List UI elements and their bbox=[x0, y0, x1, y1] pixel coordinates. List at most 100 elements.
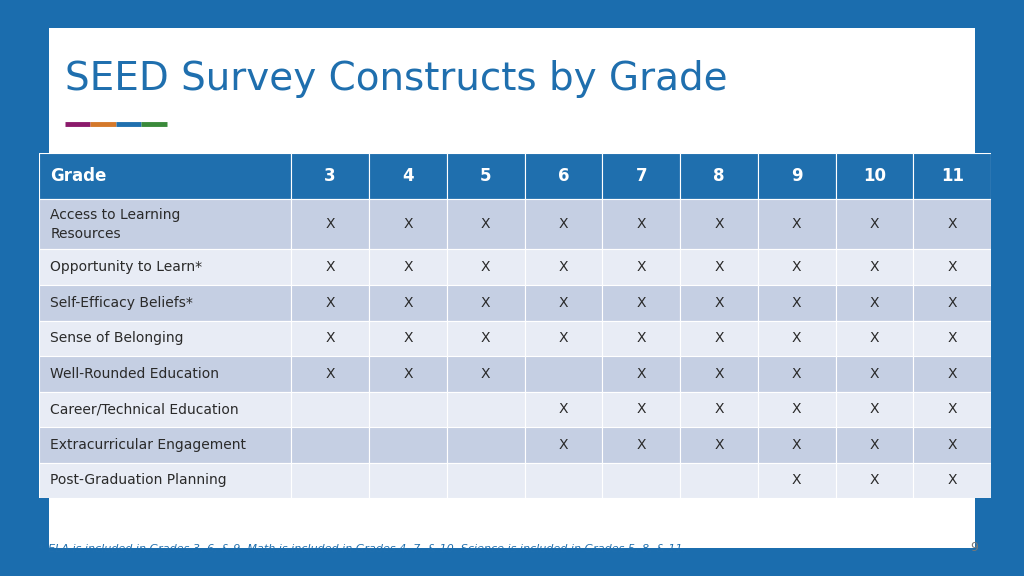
Bar bbox=[524, 392, 602, 427]
Bar bbox=[602, 463, 680, 498]
Text: X: X bbox=[326, 295, 335, 310]
Bar bbox=[369, 285, 446, 320]
Text: X: X bbox=[326, 367, 335, 381]
Text: X: X bbox=[559, 260, 568, 274]
Bar bbox=[602, 427, 680, 463]
Bar bbox=[369, 320, 446, 356]
Bar bbox=[836, 427, 913, 463]
Text: X: X bbox=[715, 403, 724, 416]
Bar bbox=[291, 249, 369, 285]
Bar bbox=[758, 427, 836, 463]
Text: 6: 6 bbox=[558, 167, 569, 185]
Bar bbox=[680, 199, 758, 249]
Text: 5: 5 bbox=[480, 167, 492, 185]
Bar bbox=[680, 392, 758, 427]
Bar bbox=[680, 320, 758, 356]
Text: Grade: Grade bbox=[50, 167, 106, 185]
Text: 10: 10 bbox=[863, 167, 886, 185]
Bar bbox=[602, 356, 680, 392]
Bar bbox=[524, 356, 602, 392]
Bar bbox=[758, 249, 836, 285]
Text: 11: 11 bbox=[941, 167, 964, 185]
Bar bbox=[524, 427, 602, 463]
Text: X: X bbox=[403, 295, 413, 310]
Bar bbox=[446, 427, 524, 463]
Text: X: X bbox=[715, 295, 724, 310]
Bar bbox=[913, 249, 991, 285]
Text: X: X bbox=[869, 473, 880, 487]
Bar bbox=[680, 153, 758, 199]
Bar bbox=[446, 392, 524, 427]
Bar bbox=[913, 285, 991, 320]
Bar bbox=[524, 320, 602, 356]
Text: Well-Rounded Education: Well-Rounded Education bbox=[50, 367, 219, 381]
Text: X: X bbox=[792, 260, 802, 274]
Text: X: X bbox=[403, 367, 413, 381]
Text: X: X bbox=[869, 438, 880, 452]
Bar bbox=[913, 392, 991, 427]
Text: 4: 4 bbox=[402, 167, 414, 185]
Text: Extracurricular Engagement: Extracurricular Engagement bbox=[50, 438, 247, 452]
Text: X: X bbox=[792, 473, 802, 487]
Bar bbox=[758, 285, 836, 320]
Bar bbox=[524, 285, 602, 320]
Bar bbox=[602, 199, 680, 249]
Bar bbox=[524, 249, 602, 285]
Text: X: X bbox=[326, 331, 335, 345]
Text: X: X bbox=[637, 438, 646, 452]
Bar bbox=[836, 285, 913, 320]
Bar bbox=[913, 153, 991, 199]
Bar bbox=[291, 199, 369, 249]
Bar bbox=[913, 427, 991, 463]
Bar bbox=[680, 356, 758, 392]
Text: X: X bbox=[481, 217, 490, 232]
Text: X: X bbox=[947, 438, 957, 452]
Bar bbox=[602, 320, 680, 356]
Bar bbox=[39, 392, 291, 427]
Bar bbox=[39, 356, 291, 392]
Text: X: X bbox=[869, 295, 880, 310]
Bar bbox=[39, 249, 291, 285]
Bar bbox=[680, 249, 758, 285]
Bar bbox=[680, 463, 758, 498]
Text: X: X bbox=[715, 217, 724, 232]
Text: X: X bbox=[481, 331, 490, 345]
Bar bbox=[446, 199, 524, 249]
Text: Access to Learning
Resources: Access to Learning Resources bbox=[50, 208, 180, 241]
Bar bbox=[39, 320, 291, 356]
Bar bbox=[680, 285, 758, 320]
Bar bbox=[39, 427, 291, 463]
Text: X: X bbox=[792, 403, 802, 416]
Bar bbox=[369, 356, 446, 392]
Bar bbox=[758, 320, 836, 356]
Bar bbox=[39, 153, 291, 199]
Text: X: X bbox=[715, 367, 724, 381]
Bar bbox=[836, 463, 913, 498]
Bar bbox=[836, 356, 913, 392]
Bar bbox=[913, 463, 991, 498]
Bar bbox=[758, 153, 836, 199]
Text: X: X bbox=[637, 260, 646, 274]
Bar bbox=[836, 153, 913, 199]
Text: X: X bbox=[792, 438, 802, 452]
Bar bbox=[291, 285, 369, 320]
Bar bbox=[446, 356, 524, 392]
Bar bbox=[369, 463, 446, 498]
Bar bbox=[369, 392, 446, 427]
Bar bbox=[446, 153, 524, 199]
Text: X: X bbox=[869, 260, 880, 274]
Text: X: X bbox=[559, 331, 568, 345]
Text: 9: 9 bbox=[970, 541, 978, 554]
Bar bbox=[369, 427, 446, 463]
Bar bbox=[369, 199, 446, 249]
Text: X: X bbox=[403, 217, 413, 232]
Text: Post-Graduation Planning: Post-Graduation Planning bbox=[50, 473, 227, 487]
Text: Opportunity to Learn*: Opportunity to Learn* bbox=[50, 260, 203, 274]
Text: X: X bbox=[481, 260, 490, 274]
Bar bbox=[524, 463, 602, 498]
Text: X: X bbox=[792, 331, 802, 345]
Text: X: X bbox=[637, 295, 646, 310]
Text: X: X bbox=[947, 295, 957, 310]
Bar bbox=[758, 199, 836, 249]
Text: X: X bbox=[637, 403, 646, 416]
